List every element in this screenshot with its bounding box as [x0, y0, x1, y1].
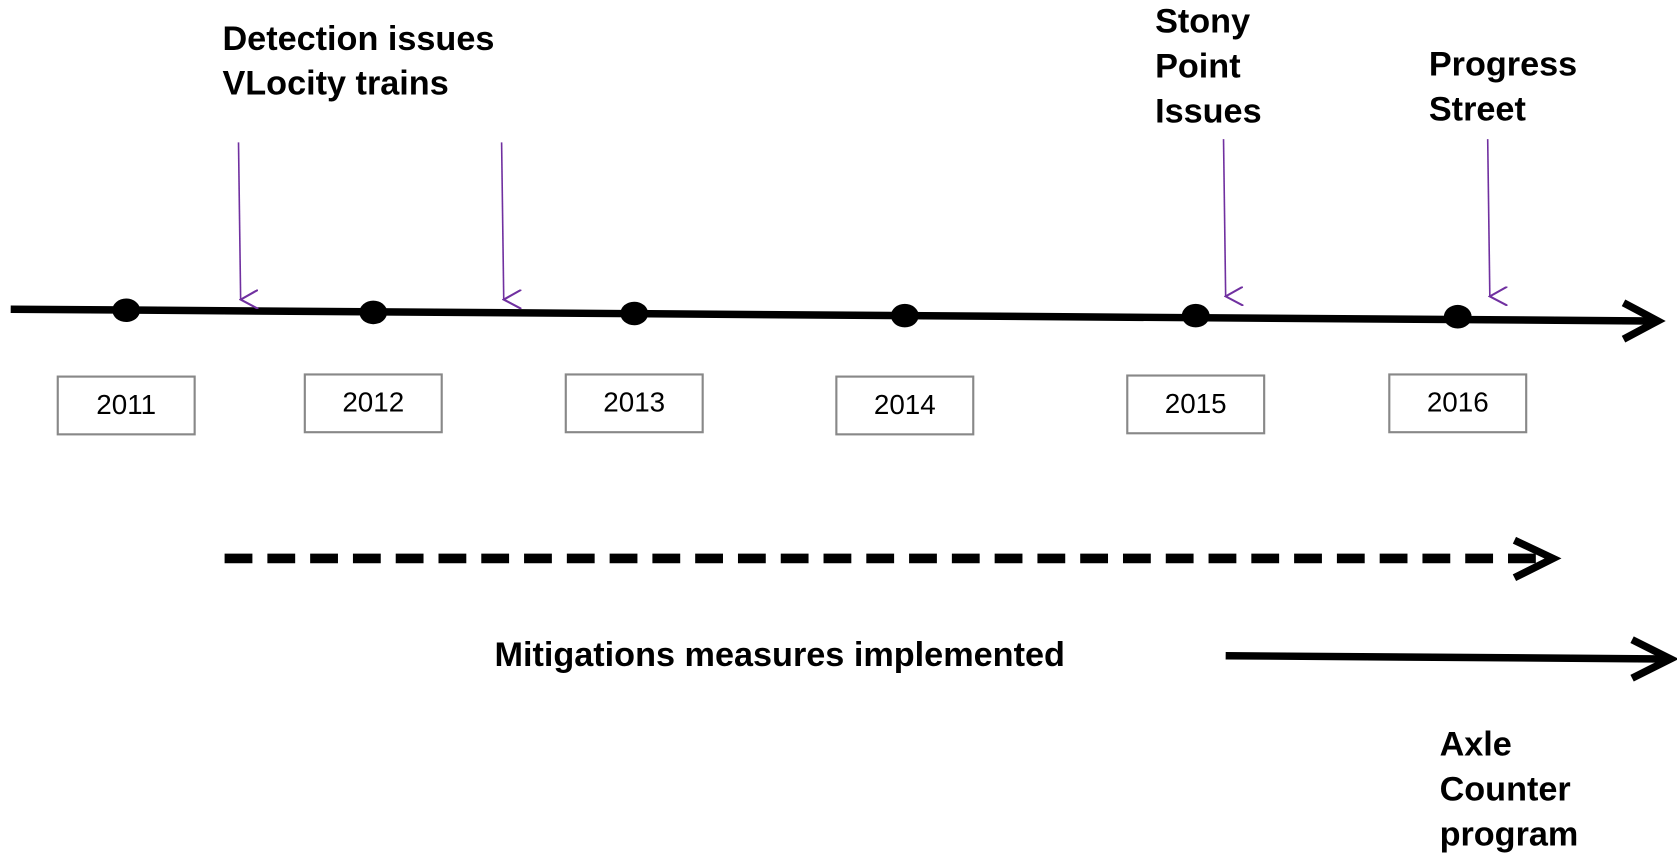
- timeline-dot: [359, 300, 388, 325]
- timeline-dot: [890, 303, 919, 328]
- event-label: Progress: [1429, 45, 1577, 83]
- event-label: Issues: [1155, 93, 1262, 131]
- axle-counter-label: program: [1440, 816, 1579, 854]
- event-label: Street: [1429, 90, 1526, 128]
- main-timeline: [10, 305, 1656, 325]
- timeline-dot: [620, 301, 649, 326]
- year-label: 2016: [1427, 387, 1489, 418]
- event-label: Stony: [1155, 3, 1250, 41]
- event-label: Detection issues: [222, 20, 494, 58]
- event-arrow: [237, 142, 241, 299]
- solid-arrow: [1225, 651, 1669, 663]
- mitigation-label: Mitigations measures implemented: [494, 636, 1064, 674]
- timeline-arrowhead: [1621, 299, 1666, 343]
- year-box: [564, 373, 704, 434]
- solid-arrowhead: [1630, 636, 1677, 682]
- event-label: VLocity trains: [222, 65, 448, 103]
- axle-counter-label: Counter: [1440, 771, 1571, 809]
- event-arrow: [1222, 139, 1226, 296]
- event-arrow: [1486, 139, 1490, 296]
- year-label: 2013: [603, 387, 665, 418]
- year-label: 2011: [96, 389, 156, 420]
- year-label: 2014: [874, 389, 936, 420]
- event-arrow: [500, 142, 504, 299]
- year-box: [835, 375, 975, 436]
- timeline-dot: [112, 298, 141, 323]
- event-label: Point: [1155, 48, 1241, 86]
- year-box: [56, 375, 196, 436]
- year-label: 2015: [1165, 388, 1227, 419]
- timeline-dot: [1443, 304, 1472, 329]
- axle-counter-label: Axle: [1440, 726, 1512, 764]
- year-box: [303, 373, 443, 434]
- timeline-dot: [1181, 303, 1210, 328]
- year-label: 2012: [342, 387, 404, 418]
- year-box: [1126, 374, 1266, 435]
- year-box: [1388, 373, 1528, 434]
- dashed-arrowhead: [1512, 536, 1562, 582]
